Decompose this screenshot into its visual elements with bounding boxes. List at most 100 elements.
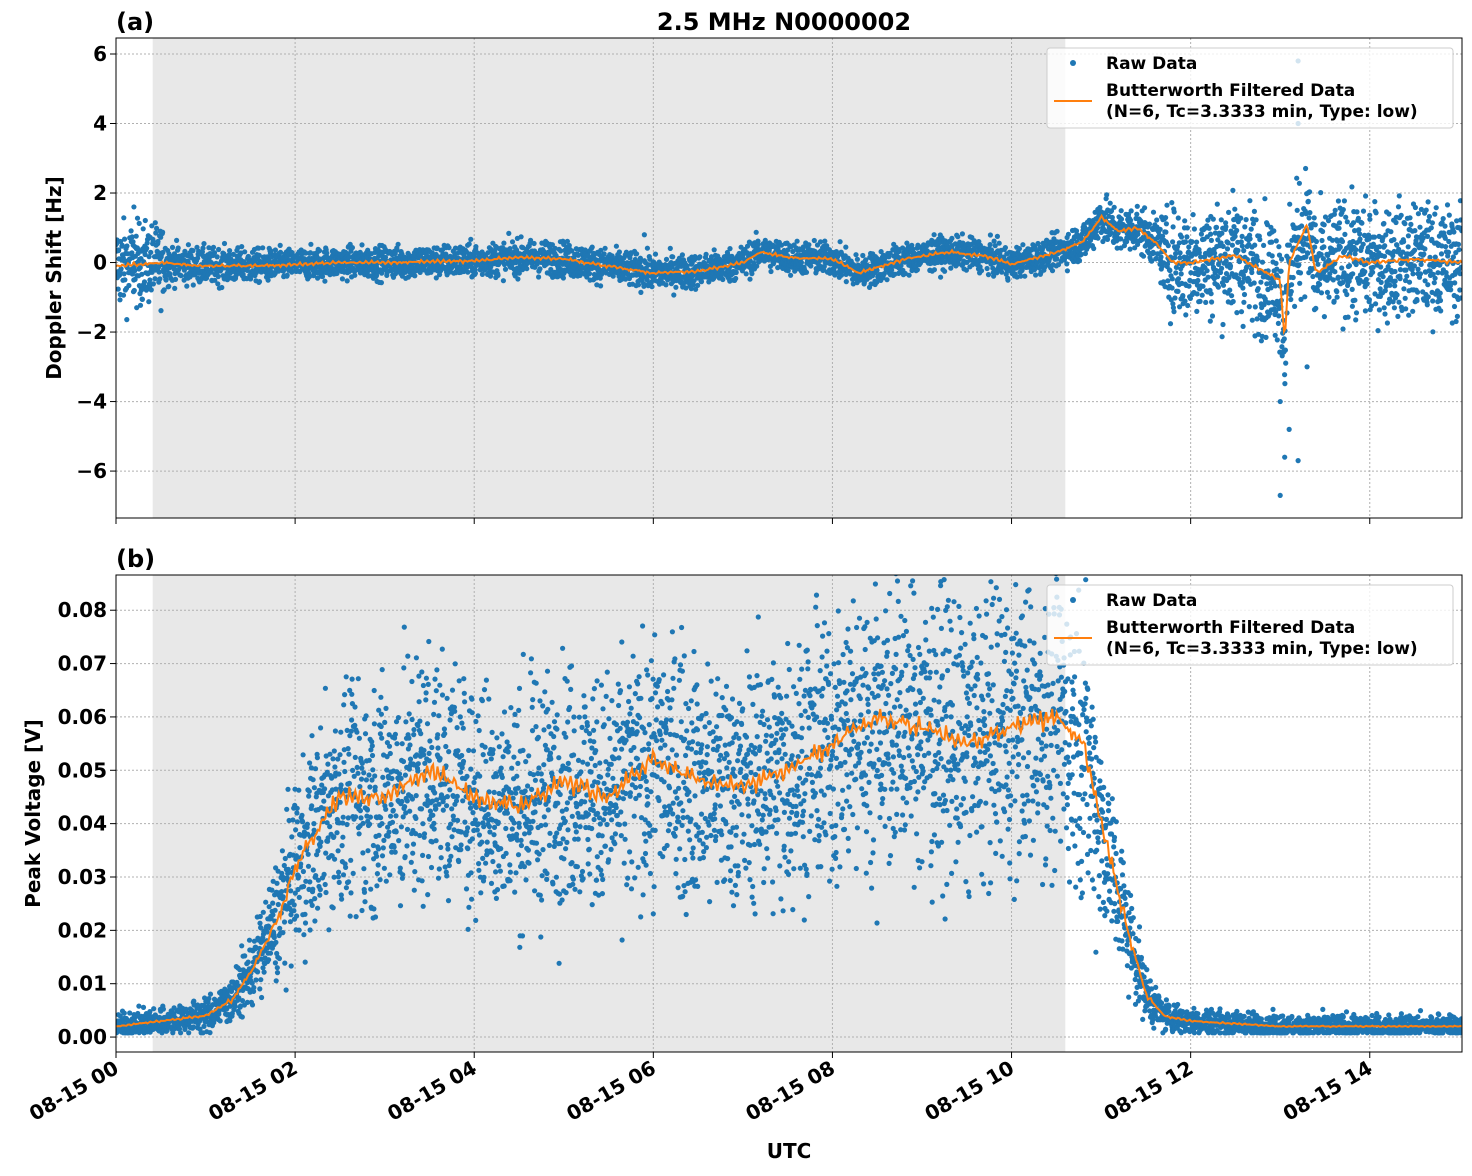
raw-data-point bbox=[1336, 226, 1341, 231]
raw-data-point bbox=[1410, 271, 1415, 276]
raw-data-point bbox=[174, 238, 179, 243]
raw-data-point bbox=[1215, 202, 1220, 207]
raw-data-point bbox=[1182, 218, 1187, 223]
raw-data-point bbox=[1357, 231, 1362, 236]
raw-data-point bbox=[1234, 228, 1239, 233]
raw-data-point bbox=[1209, 299, 1214, 304]
raw-data-point bbox=[190, 248, 195, 253]
raw-data-point bbox=[720, 277, 725, 282]
raw-data-point bbox=[614, 244, 619, 249]
raw-data-point bbox=[1241, 324, 1246, 329]
raw-data-point bbox=[673, 285, 678, 290]
raw-data-point bbox=[1298, 270, 1303, 275]
raw-data-point bbox=[510, 239, 515, 244]
raw-data-point bbox=[603, 246, 608, 251]
raw-data-point bbox=[1374, 210, 1379, 215]
raw-data-point bbox=[1375, 328, 1380, 333]
raw-data-point bbox=[140, 297, 145, 302]
raw-data-point bbox=[1334, 289, 1339, 294]
raw-data-point bbox=[1225, 246, 1230, 251]
raw-data-point bbox=[121, 215, 126, 220]
raw-data-point bbox=[1438, 291, 1443, 296]
raw-data-point bbox=[671, 292, 676, 297]
raw-data-point bbox=[1175, 289, 1180, 294]
raw-data-point bbox=[1353, 247, 1358, 252]
raw-data-point bbox=[1254, 217, 1259, 222]
raw-data-point bbox=[1356, 227, 1361, 232]
raw-data-point bbox=[1322, 222, 1327, 227]
raw-data-point bbox=[1252, 280, 1257, 285]
y-tick-label: 0 bbox=[93, 251, 107, 275]
raw-data-point bbox=[1262, 196, 1267, 201]
raw-data-point bbox=[239, 244, 244, 249]
raw-data-point bbox=[1393, 279, 1398, 284]
raw-data-point bbox=[153, 220, 158, 225]
raw-data-point bbox=[1312, 215, 1317, 220]
raw-data-point bbox=[1142, 205, 1147, 210]
raw-data-point bbox=[1179, 271, 1184, 276]
raw-data-point bbox=[1382, 254, 1387, 259]
raw-data-point bbox=[1412, 228, 1417, 233]
raw-data-point bbox=[1406, 233, 1411, 238]
raw-data-point bbox=[148, 250, 153, 255]
raw-data-point bbox=[1005, 278, 1010, 283]
raw-data-point bbox=[1147, 222, 1152, 227]
raw-data-point bbox=[135, 216, 140, 221]
raw-data-point bbox=[1209, 291, 1214, 296]
raw-data-point bbox=[932, 232, 937, 237]
raw-data-point bbox=[216, 247, 221, 252]
raw-data-point bbox=[132, 288, 137, 293]
raw-data-point bbox=[1273, 333, 1278, 338]
raw-data-point bbox=[1283, 361, 1288, 366]
raw-data-point bbox=[345, 278, 350, 283]
raw-data-point bbox=[1257, 237, 1262, 242]
raw-data-point bbox=[1397, 193, 1402, 198]
raw-data-point bbox=[1362, 269, 1367, 274]
raw-data-point bbox=[697, 254, 702, 259]
raw-data-point bbox=[1416, 267, 1421, 272]
raw-data-point bbox=[754, 230, 759, 235]
raw-data-point bbox=[1332, 269, 1337, 274]
raw-data-point bbox=[536, 274, 541, 279]
raw-data-point bbox=[1119, 217, 1124, 222]
raw-data-point bbox=[1186, 244, 1191, 249]
raw-data-point bbox=[1173, 270, 1178, 275]
raw-data-point bbox=[515, 276, 520, 281]
raw-data-point bbox=[1242, 292, 1247, 297]
raw-data-point bbox=[1336, 198, 1341, 203]
raw-data-point bbox=[1097, 205, 1102, 210]
raw-data-point bbox=[1313, 306, 1318, 311]
raw-data-point bbox=[1228, 263, 1233, 268]
raw-data-point bbox=[184, 284, 189, 289]
raw-data-point bbox=[532, 241, 537, 246]
raw-data-point bbox=[1095, 236, 1100, 241]
raw-data-point bbox=[1372, 235, 1377, 240]
raw-data-point bbox=[537, 266, 542, 271]
raw-data-point bbox=[1430, 329, 1435, 334]
raw-data-point bbox=[1166, 243, 1171, 248]
raw-data-point bbox=[1108, 201, 1113, 206]
raw-data-point bbox=[1227, 288, 1232, 293]
raw-data-point bbox=[1240, 285, 1245, 290]
raw-data-point bbox=[1341, 207, 1346, 212]
raw-data-point bbox=[812, 238, 817, 243]
raw-data-point bbox=[1438, 308, 1443, 313]
raw-data-point bbox=[1317, 282, 1322, 287]
raw-data-point bbox=[1359, 221, 1364, 226]
raw-data-point bbox=[1443, 244, 1448, 249]
y-tick-label: −2 bbox=[76, 320, 107, 344]
raw-data-point bbox=[1442, 224, 1447, 229]
raw-data-point bbox=[1441, 216, 1446, 221]
raw-data-point bbox=[645, 246, 650, 251]
raw-data-point bbox=[179, 273, 184, 278]
raw-data-point bbox=[467, 241, 472, 246]
raw-data-point bbox=[1234, 310, 1239, 315]
raw-data-point bbox=[1216, 285, 1221, 290]
raw-data-point bbox=[1346, 315, 1351, 320]
raw-data-point bbox=[1417, 225, 1422, 230]
raw-data-point bbox=[1185, 303, 1190, 308]
raw-data-point bbox=[1209, 238, 1214, 243]
raw-data-point bbox=[257, 279, 262, 284]
raw-data-point bbox=[1211, 217, 1216, 222]
raw-data-point bbox=[1180, 293, 1185, 298]
